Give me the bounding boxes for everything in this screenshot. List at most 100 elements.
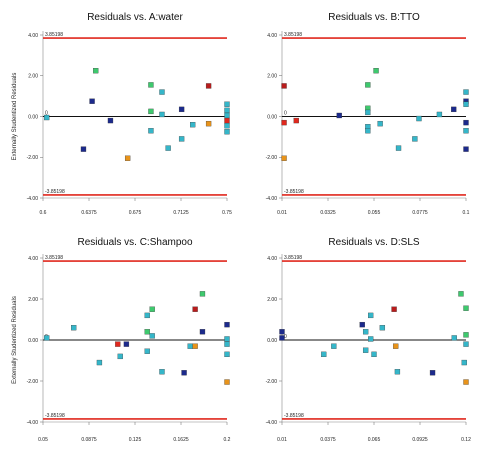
x-tick-label: 0.05	[38, 437, 48, 443]
data-point	[365, 128, 371, 134]
data-point	[377, 120, 383, 127]
y-tick-label: -4.00	[266, 196, 278, 202]
y-tick-label: 0.00	[28, 338, 38, 344]
data-point	[224, 101, 230, 107]
data-point	[44, 335, 50, 341]
data-point	[144, 348, 150, 354]
data-point	[123, 341, 130, 347]
data-point	[368, 312, 374, 319]
data-point	[44, 114, 50, 121]
x-tick-label: 0.2	[224, 437, 231, 443]
residual-panel-3: Residuals vs. C:Shampoo 4.00 2.00 0.00 -2.00…	[12, 237, 231, 443]
data-point	[107, 117, 114, 124]
y-tick-label: 0.00	[267, 114, 277, 120]
y-tick-label: -4.00	[266, 420, 278, 426]
data-point	[463, 128, 469, 134]
data-point	[181, 370, 187, 376]
data-point	[199, 329, 206, 335]
data-point	[281, 155, 287, 161]
x-tick-label: 0.7125	[173, 210, 189, 216]
data-point	[463, 101, 469, 107]
data-point	[224, 336, 230, 342]
x-tick-label: 0.0325	[320, 210, 336, 216]
data-point	[429, 370, 436, 376]
data-point	[224, 129, 230, 135]
panel-title: Residuals vs. B:TTO	[328, 12, 420, 23]
y-tick-label: 2.00	[28, 74, 38, 80]
panel-title: Residuals vs. A:water	[87, 12, 183, 23]
data-point	[148, 108, 154, 115]
data-point	[93, 68, 99, 74]
y-tick-label: -2.00	[266, 155, 278, 161]
data-point	[224, 321, 230, 328]
x-tick-label: 0.675	[129, 210, 142, 216]
y-axis-label: Externally Studentized Residuals	[12, 73, 18, 161]
data-point	[190, 122, 196, 128]
zero-label: 0	[284, 334, 287, 340]
data-point	[371, 351, 377, 358]
x-tick-label: 0.0875	[81, 437, 97, 443]
x-tick-label: 0.01	[277, 210, 287, 216]
data-point	[293, 117, 299, 124]
upper-limit-label: 3.85198	[45, 32, 63, 38]
data-point	[463, 119, 469, 126]
data-point	[159, 111, 165, 118]
data-point	[224, 117, 230, 124]
y-tick-label: 4.00	[267, 256, 277, 262]
data-point	[451, 335, 457, 341]
data-point	[115, 341, 121, 347]
data-point	[149, 306, 155, 312]
data-point	[463, 146, 469, 152]
data-point	[458, 291, 464, 297]
data-point	[463, 341, 469, 347]
x-tick-label: 0.065	[368, 437, 381, 443]
upper-limit-label: 3.85198	[284, 32, 302, 38]
data-point	[148, 82, 154, 88]
data-point	[149, 333, 155, 339]
data-point	[365, 109, 371, 116]
data-point	[336, 112, 342, 119]
data-point	[461, 359, 467, 366]
residual-panel-2: Residuals vs. B:TTO 4.00 2.00 0.00 -2.00 -4.0…	[266, 12, 470, 216]
data-point	[391, 306, 397, 312]
data-point	[373, 68, 379, 74]
y-tick-label: -2.00	[266, 379, 278, 385]
data-point	[451, 106, 457, 113]
y-tick-label: 2.00	[267, 297, 277, 303]
x-tick-label: 0.6	[40, 210, 47, 216]
y-tick-label: 4.00	[28, 256, 38, 262]
data-point	[331, 343, 337, 349]
data-point	[395, 145, 402, 151]
data-point	[379, 325, 386, 331]
data-point	[412, 136, 418, 142]
data-point	[365, 82, 371, 88]
data-point	[279, 335, 285, 341]
data-point	[205, 83, 212, 89]
upper-limit-label: 3.85198	[284, 255, 302, 261]
data-point	[96, 359, 103, 366]
x-tick-label: 0.1	[463, 210, 470, 216]
data-point	[362, 347, 369, 353]
lower-limit-label: -3.85198	[284, 413, 304, 419]
data-point	[224, 112, 230, 119]
x-tick-label: 0.055	[368, 210, 381, 216]
data-point	[463, 89, 469, 95]
data-point	[224, 351, 230, 358]
data-point	[279, 329, 285, 335]
x-tick-label: 0.0925	[412, 437, 428, 443]
data-point	[165, 145, 171, 151]
data-point	[281, 83, 287, 89]
data-point	[368, 336, 374, 342]
data-point	[144, 312, 150, 319]
data-point	[199, 291, 206, 297]
y-tick-label: 0.00	[267, 338, 277, 344]
y-tick-label: -4.00	[27, 420, 39, 426]
data-point	[224, 379, 230, 385]
data-point	[117, 353, 123, 360]
data-point	[394, 369, 401, 375]
data-point	[178, 136, 185, 142]
x-tick-label: 0.12	[461, 437, 471, 443]
residual-panel-1: Residuals vs. A:water 4.00 2.00 0.00 -2.00 -4…	[12, 12, 232, 216]
data-point	[359, 321, 365, 328]
